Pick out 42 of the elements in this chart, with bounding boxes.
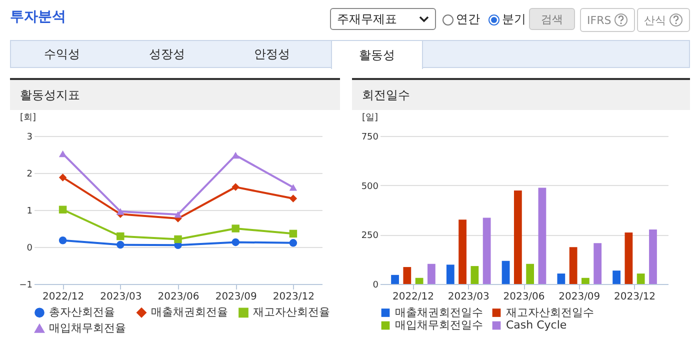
y-tick-label: 750 <box>361 132 379 142</box>
legend-label: 매입채무회전율 <box>49 322 126 334</box>
text: 분기 <box>502 11 526 28</box>
legend-label: 재고자산회전율 <box>253 306 330 319</box>
text: 안정성 <box>253 46 291 63</box>
text: 연간 <box>456 11 480 28</box>
x-tick-label: 2023/03 <box>448 292 490 302</box>
legend-label: 재고자산회전일수 <box>506 306 594 319</box>
text: 성장성 <box>148 46 186 63</box>
chart-title: 회전일수 <box>352 80 690 110</box>
x-tick-label: 2023/12 <box>272 292 314 302</box>
x-tick-label: 2022/12 <box>42 292 84 302</box>
y-tick-label: 1 <box>26 206 32 216</box>
legend-label: 매입채무회전일수 <box>395 318 483 332</box>
y-tick-label: 3 <box>26 132 32 142</box>
y-tick-label: 2 <box>26 170 32 180</box>
y-tick-label: 0 <box>26 244 33 254</box>
text: 활동성 <box>331 40 423 69</box>
y-tick-label: 500 <box>361 182 379 192</box>
legend-label: 매출채권회전율 <box>151 306 228 319</box>
chart-title: 활동성지표 <box>10 80 340 110</box>
x-tick-label: 2023/12 <box>614 292 656 302</box>
text: 주재무제표 <box>337 10 397 28</box>
text: 투자분석 <box>10 8 66 26</box>
y-tick-label: −1 <box>19 280 32 290</box>
text: 수익성 <box>43 46 81 63</box>
x-tick-label: 2023/09 <box>558 292 600 302</box>
x-tick-label: 2023/09 <box>215 292 257 302</box>
text: 검색 <box>541 12 563 26</box>
text: IFRS <box>587 14 612 26</box>
legend-label: 매출채권회전일수 <box>395 306 483 319</box>
x-tick-label: 2022/12 <box>392 292 434 302</box>
y-axis-title: [회] <box>20 113 36 123</box>
legend-label: Cash Cycle <box>506 318 567 332</box>
y-tick-label: 250 <box>361 231 379 242</box>
x-tick-label: 2023/06 <box>503 292 545 302</box>
x-tick-label: 2023/03 <box>100 292 142 302</box>
y-tick-label: 0 <box>372 280 379 290</box>
text: 산식 <box>644 12 666 28</box>
y-axis-title: [일] <box>362 113 378 123</box>
x-tick-label: 2023/06 <box>158 292 200 302</box>
legend-label: 총자산회전율 <box>49 306 115 319</box>
